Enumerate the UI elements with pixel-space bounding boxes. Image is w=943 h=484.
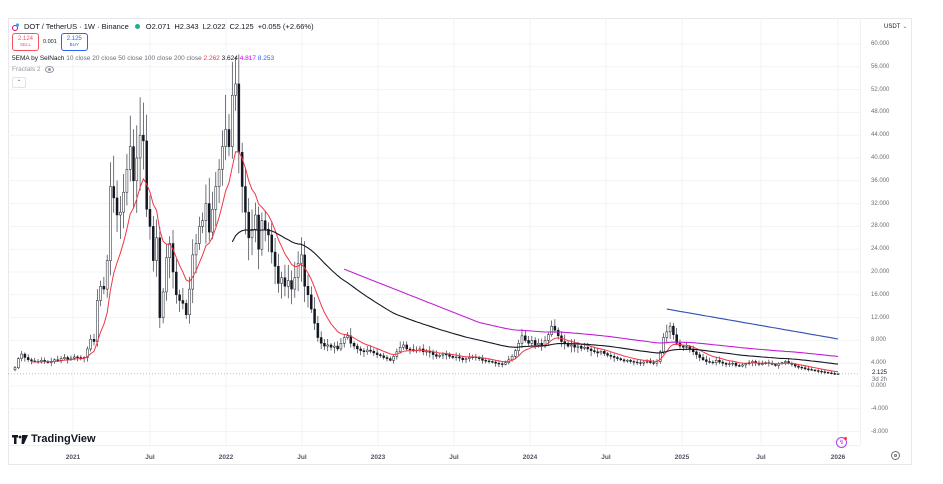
price-tick-label: 8.000 [871,337,887,344]
price-axis[interactable]: 60.000 56.000 52.000 48.000 44.000 40.000 36.0… [860,18,913,445]
tradingview-logo-text: TradingView [31,433,96,445]
price-tick-label: 32.000 [871,200,890,207]
price-tick-label: 12.000 [871,314,890,321]
time-tick-label: Jul [756,454,766,461]
price-tick-label: 48.000 [871,109,890,116]
current-price-label: 2.125 [872,370,888,376]
price-tick-label: 0.000 [871,383,887,389]
spread-value: 0.001 [43,39,57,45]
time-tick-label: 2026 [830,454,846,461]
time-axis[interactable]: 2021 Jul 2022 Jul 2023 Jul 2024 Jul 2025 Jul 2026 [8,445,860,466]
bar-countdown-label: 3d 2h [872,377,888,383]
price-tick-label: -4.000 [871,405,889,412]
time-tick-label: 2024 [522,454,538,461]
time-tick-label: Jul [601,454,611,461]
time-tick-label: 2021 [65,454,81,461]
time-tick-label: 2022 [218,454,234,461]
price-tick-label: 20.000 [871,269,890,275]
ema-indicator-params: 10 close 20 close 50 close 100 close 200… [66,55,202,62]
price-chart[interactable] [8,18,860,445]
ohlc-change: +0.055 (+2.66%) [257,22,314,31]
price-tick-label: 52.000 [871,86,890,93]
price-tick-label: -8.000 [871,428,889,435]
ohlc-low: L2.022 [202,22,226,31]
chart-plot-area[interactable] [8,18,860,445]
lightning-icon[interactable]: ↯ [836,437,847,448]
ema-indicator-legend[interactable]: 5EMA by SelNach 10 close 20 close 50 clo… [12,55,274,62]
fractals-indicator-legend[interactable]: Fractals 2 [12,66,54,73]
chart-frame [8,18,912,465]
settings-gear-icon[interactable] [891,451,900,460]
ema10-value: 2.262 [203,55,220,62]
eye-hidden-icon[interactable] [44,66,54,73]
ema100-value: 8.253 [257,55,275,62]
polkadot-logo-icon [12,22,20,31]
sell-button[interactable]: 2.124 SELL [12,33,39,51]
time-tick-label: 2023 [370,454,386,461]
ema50-value: 4.817 [239,55,256,62]
price-tick-label: 16.000 [871,291,890,298]
trade-buttons: 2.124 SELL 0.001 2.125 BUY [12,33,88,51]
price-tick-label: 44.000 [871,132,890,139]
price-tick-label: 56.000 [871,63,890,70]
tradingview-logo[interactable]: TradingView [12,433,96,445]
symbol-header: DOT / TetherUS · 1W · Binance O2.071 H2.… [12,22,314,31]
price-tick-label: 4.000 [871,360,887,367]
currency-label: USDT [884,24,901,30]
market-open-icon [134,24,140,29]
ohlc-open: O2.071 [145,22,171,31]
time-tick-label: Jul [449,454,459,461]
time-tick-label: Jul [297,454,307,461]
chevron-down-icon: ⌄ [902,24,908,30]
price-tick-label: 28.000 [871,223,890,230]
ohlc-high: H2.343 [174,22,199,31]
price-tick-label: 36.000 [871,177,890,184]
chevron-up-icon: ⌃ [16,80,22,86]
tradingview-logo-icon [12,434,28,444]
buy-button[interactable]: 2.125 BUY [60,33,88,51]
ema-indicator-name: 5EMA by SelNach [12,55,65,62]
buy-label: BUY [69,41,79,47]
sell-label: SELL [19,41,31,47]
currency-selector[interactable]: USDT ⌄ [884,23,907,30]
price-tick-label: 60.000 [871,41,890,47]
time-tick-label: 2025 [674,454,690,461]
time-tick-label: Jul [145,454,155,461]
sell-price: 2.124 [17,36,33,43]
ohlc-close: C2.125 [229,22,254,31]
price-tick-label: 40.000 [871,155,890,161]
price-tick-label: 24.000 [871,246,890,253]
fractals-label: Fractals 2 [12,66,41,73]
collapse-legend-button[interactable]: ⌃ [12,77,26,88]
ema20-value: 3.624 [221,55,238,62]
symbol-title[interactable]: DOT / TetherUS · 1W · Binance [24,22,129,31]
buy-price: 2.125 [66,36,82,43]
